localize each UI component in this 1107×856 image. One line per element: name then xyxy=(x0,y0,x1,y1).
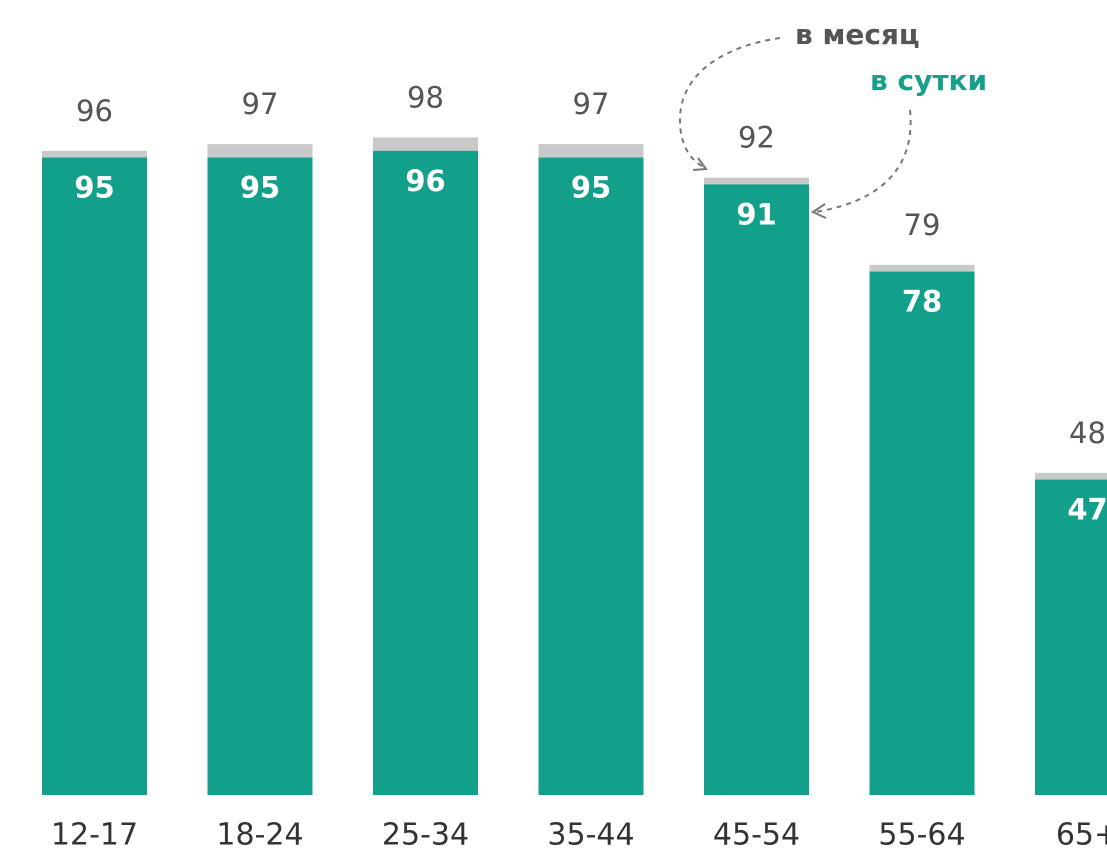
value-label: 97 xyxy=(573,87,610,121)
bar xyxy=(1035,479,1107,795)
x-tick-label: 65+ xyxy=(1056,818,1107,853)
x-tick-label: 35-44 xyxy=(547,818,634,853)
value-label: 96 xyxy=(76,94,113,128)
value-label: 79 xyxy=(904,208,941,242)
legend-month: в месяц xyxy=(795,18,920,51)
value-label: 91 xyxy=(736,197,776,231)
bar xyxy=(538,157,644,796)
value-label: 48 xyxy=(1069,416,1106,450)
value-label: 97 xyxy=(242,87,279,121)
value-label: 96 xyxy=(405,164,445,198)
bar xyxy=(869,271,975,795)
arrow-head xyxy=(810,203,827,219)
bar xyxy=(373,150,478,796)
x-tick-label: 55-64 xyxy=(878,818,965,853)
x-tick-label: 25-34 xyxy=(382,818,469,853)
legend-day: в сутки xyxy=(870,64,987,97)
value-label: 95 xyxy=(240,171,280,205)
value-label: 78 xyxy=(902,285,942,319)
arrow-day xyxy=(814,109,912,213)
x-tick-label: 18-24 xyxy=(216,818,303,853)
value-label: 95 xyxy=(571,171,611,205)
value-label: 47 xyxy=(1067,493,1107,527)
bar xyxy=(704,184,809,795)
arrow-head xyxy=(692,157,708,171)
x-tick-label: 45-54 xyxy=(713,818,800,853)
value-label: 95 xyxy=(74,171,114,205)
bar xyxy=(207,157,313,796)
value-label: 92 xyxy=(738,121,775,155)
bar xyxy=(42,157,147,796)
value-label: 98 xyxy=(407,80,444,114)
x-tick-label: 12-17 xyxy=(51,818,138,853)
